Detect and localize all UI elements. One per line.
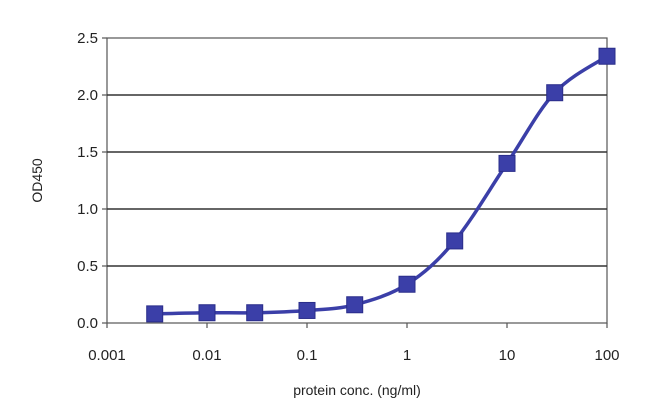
data-point — [498, 154, 516, 172]
data-point — [546, 84, 564, 102]
y-tick-label: 0.0 — [77, 315, 98, 332]
data-point — [446, 232, 464, 250]
y-tick-label: 2.0 — [77, 87, 98, 104]
y-axis-title: OD450 — [29, 158, 45, 203]
x-tick-label: 100 — [594, 347, 619, 364]
x-tick-label: 0.1 — [297, 347, 318, 364]
data-point — [398, 275, 416, 293]
data-point — [346, 296, 364, 314]
x-axis-title: protein conc. (ng/ml) — [293, 382, 421, 398]
data-point — [246, 304, 264, 322]
data-point — [198, 304, 216, 322]
x-tick-label: 0.01 — [192, 347, 221, 364]
x-tick-label: 10 — [499, 347, 516, 364]
plot-frame — [106, 37, 608, 324]
x-tick-label: 0.001 — [88, 347, 126, 364]
y-tick-label: 0.5 — [77, 258, 98, 275]
series-layer — [146, 47, 616, 323]
y-tick-label: 1.5 — [77, 144, 98, 161]
y-tick-label: 2.5 — [77, 30, 98, 47]
y-axis-ticks: 0.0 0.5 1.0 1.5 2.0 2.5 — [77, 30, 107, 332]
data-point — [298, 301, 316, 319]
data-point — [146, 305, 164, 323]
x-tick-label: 1 — [403, 347, 411, 364]
plot-area — [106, 37, 608, 324]
x-axis-ticks: 0.001 0.01 0.1 1 10 100 — [88, 323, 620, 364]
y-tick-label: 1.0 — [77, 201, 98, 218]
data-point — [598, 47, 616, 65]
